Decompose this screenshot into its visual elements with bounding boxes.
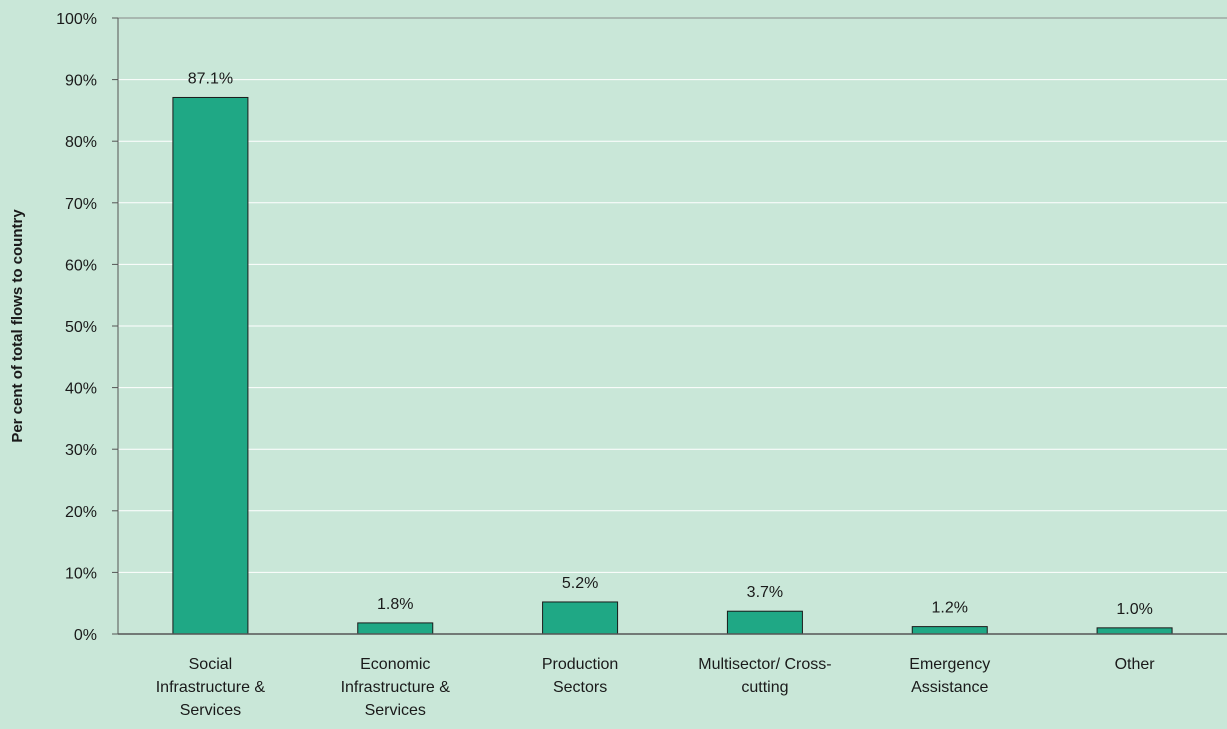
data-label: 1.0% (1116, 601, 1152, 618)
x-category-label: Other (1115, 656, 1156, 673)
x-category-label: cutting (741, 679, 788, 696)
data-labels: 87.1% 1.8% 5.2% 3.7% 1.2% 1.0% (188, 70, 1153, 617)
y-tick-labels: 0% 10% 20% 30% 40% 50% 60% 70% 80% 90% 100% (56, 11, 97, 644)
data-label: 5.2% (562, 575, 598, 592)
y-tick-label: 0% (74, 627, 97, 644)
x-category-label: Assistance (911, 679, 988, 696)
y-tick-label: 90% (65, 73, 97, 90)
data-label: 1.2% (932, 600, 968, 617)
x-category-label: Economic (360, 656, 430, 673)
x-category-label: Infrastructure & (341, 679, 451, 696)
data-label: 87.1% (188, 70, 233, 87)
gridlines (118, 17, 1227, 573)
x-category-label: Production (542, 656, 619, 673)
y-tick-label: 30% (65, 442, 97, 459)
bar-2 (542, 601, 619, 635)
y-tick-label: 70% (65, 196, 97, 213)
y-tick-label: 60% (65, 257, 97, 274)
x-category-label: Services (180, 702, 241, 719)
bar-1 (357, 622, 434, 635)
y-tick-label: 20% (65, 504, 97, 521)
x-category-label: Sectors (553, 679, 607, 696)
y-tick-label: 50% (65, 319, 97, 336)
data-label: 1.8% (377, 596, 413, 613)
x-category-label: Services (365, 702, 426, 719)
y-tick-label: 100% (56, 11, 97, 28)
x-category-label: Emergency (909, 656, 990, 673)
bars (172, 96, 1173, 635)
bar-5 (1096, 627, 1173, 635)
data-label: 3.7% (747, 584, 783, 601)
bar-0 (172, 96, 249, 635)
axes (112, 17, 1227, 635)
bar-4 (911, 626, 988, 635)
x-category-labels: Social Infrastructure & Services Economic In… (156, 656, 1156, 719)
bar-3 (726, 610, 803, 635)
y-axis-title: Per cent of total flows to country (9, 209, 26, 443)
x-category-label: Multisector/ Cross- (698, 656, 831, 673)
x-category-label: Social (189, 656, 233, 673)
y-tick-label: 10% (65, 565, 97, 582)
x-category-label: Infrastructure & (156, 679, 266, 696)
y-tick-label: 40% (65, 381, 97, 398)
y-tick-label: 80% (65, 134, 97, 151)
